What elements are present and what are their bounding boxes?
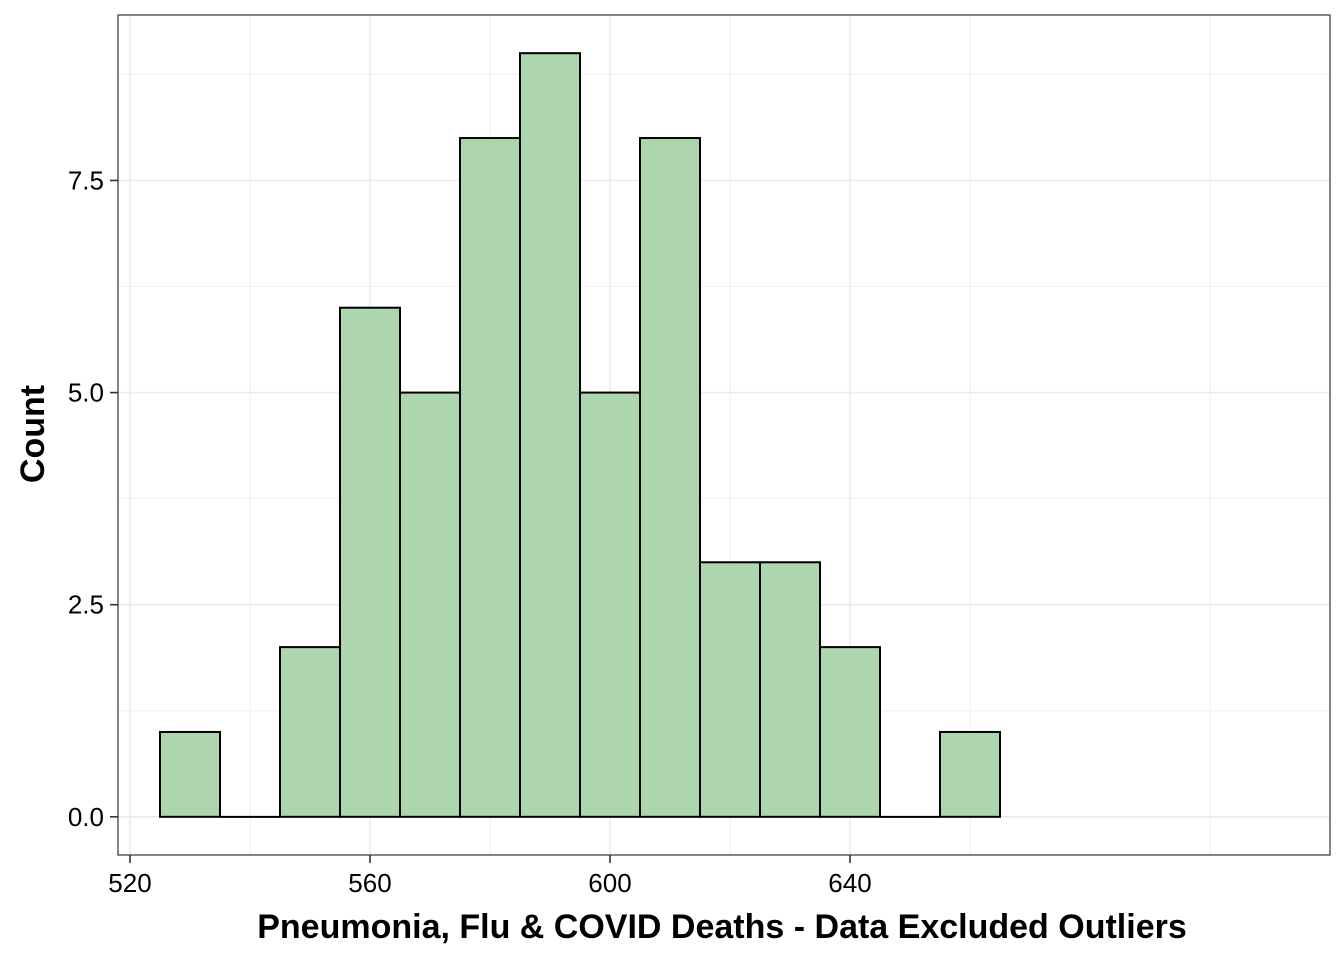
x-axis: 520 560 600 640 [108, 855, 872, 898]
histogram-bar [159, 730, 221, 818]
histogram-bar [759, 561, 821, 818]
x-tick-label: 520 [108, 868, 151, 898]
histogram-bar [939, 730, 1001, 818]
histogram-bar [819, 646, 881, 818]
x-tick-label: 560 [348, 868, 391, 898]
x-axis-title: Pneumonia, Flu & COVID Deaths - Data Exc… [257, 908, 1187, 946]
y-axis: 0.0 2.5 5.0 7.5 [68, 165, 118, 832]
x-tick-label: 640 [828, 868, 871, 898]
histogram-bars [159, 52, 1001, 818]
y-tick-label: 5.0 [68, 378, 104, 408]
histogram-bar [699, 561, 761, 818]
histogram-bar [339, 306, 401, 818]
histogram-bar [459, 137, 521, 818]
histogram-bar [639, 137, 701, 818]
histogram-bar [579, 391, 641, 818]
y-axis-title: Count [14, 385, 52, 483]
histogram-bar [279, 646, 341, 818]
y-tick-label: 0.0 [68, 802, 104, 832]
panel-border [117, 14, 1331, 856]
x-tick-label: 600 [588, 868, 631, 898]
y-tick-label: 7.5 [68, 165, 104, 195]
y-tick-label: 2.5 [68, 590, 104, 620]
histogram-bar [399, 391, 461, 818]
histogram-bar [519, 52, 581, 818]
